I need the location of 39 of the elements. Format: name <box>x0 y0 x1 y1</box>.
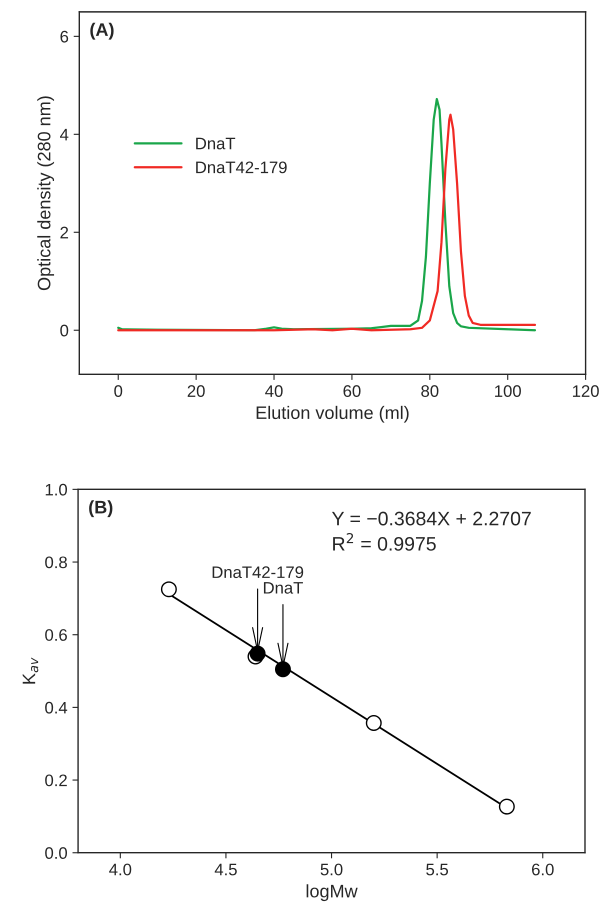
y-axis-title: Optical density (280 nm) <box>37 96 54 290</box>
y-tick-label: 6 <box>60 30 68 43</box>
annotation: DnaT <box>264 582 303 594</box>
y-tick-label: 0.4 <box>45 702 68 714</box>
y-tick-label: 0.0 <box>45 847 68 859</box>
x-tick-label: 120 <box>572 385 599 397</box>
x-tick-label: 4.5 <box>214 864 237 876</box>
point <box>366 715 382 731</box>
point <box>160 581 177 598</box>
annotation: R$^{2}$ = 0.9975 <box>333 533 436 551</box>
x-tick-label: 100 <box>495 385 521 397</box>
legend-label: DnaT <box>196 138 236 150</box>
text: (B) <box>89 500 112 518</box>
y-tick-label: 0 <box>60 324 68 336</box>
x-tick-label: 0 <box>114 385 122 397</box>
x-axis-title: Elution volume (ml) <box>256 406 409 423</box>
y-tick-label: 0.2 <box>45 774 67 786</box>
x-tick-label: 20 <box>188 385 205 397</box>
x-tick-label: 5.0 <box>320 864 342 876</box>
y-axis-title: K$_{av}$ <box>22 657 38 684</box>
legend-label: DnaT42-179 <box>196 161 287 174</box>
x-tick-label: 60 <box>344 385 361 397</box>
point <box>498 798 515 815</box>
x-axis-title: logMw <box>306 884 358 902</box>
point <box>274 661 291 678</box>
y-tick-label: 4 <box>60 128 68 140</box>
y-tick-label: 0.8 <box>45 556 67 568</box>
text: (A) <box>90 22 114 40</box>
x-tick-label: 6.0 <box>532 864 554 876</box>
y-tick-label: 0.6 <box>45 629 67 641</box>
x-tick-label: 4.0 <box>109 864 132 876</box>
x-tick-label: 80 <box>421 385 438 397</box>
annotation: Y = −0.3684X + 2.2707 <box>332 512 531 526</box>
annotation: DnaT42-179 <box>212 566 304 578</box>
y-tick-label: 1.0 <box>46 484 68 496</box>
x-tick-label: 5.5 <box>426 864 448 876</box>
x-tick-label: 40 <box>265 385 283 397</box>
y-tick-label: 2 <box>60 226 68 238</box>
point <box>250 646 266 662</box>
